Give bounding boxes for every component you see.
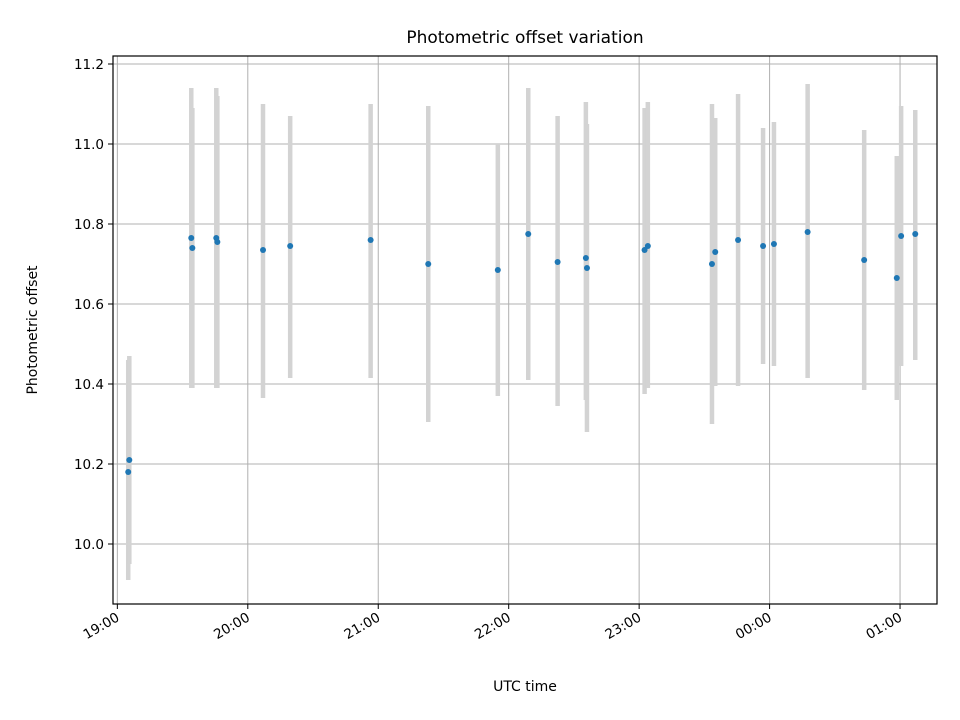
data-point bbox=[708, 261, 715, 267]
data-point bbox=[735, 237, 742, 243]
data-point bbox=[126, 457, 133, 463]
y-axis-title: Photometric offset bbox=[25, 265, 41, 395]
y-tick-label: 10.6 bbox=[74, 297, 104, 313]
data-point bbox=[712, 249, 719, 255]
marker-layer bbox=[125, 229, 919, 475]
y-tick-label: 10.2 bbox=[74, 457, 104, 473]
data-point bbox=[494, 267, 501, 273]
y-tick-label: 11.2 bbox=[74, 57, 104, 73]
data-point bbox=[367, 237, 374, 243]
data-point bbox=[898, 233, 905, 239]
chart-title: Photometric offset variation bbox=[406, 28, 643, 48]
x-axis-title: UTC time bbox=[493, 679, 557, 695]
y-tick-label: 10.4 bbox=[74, 377, 104, 393]
data-point bbox=[287, 243, 294, 249]
data-point bbox=[260, 247, 267, 253]
plot-frame bbox=[112, 55, 938, 605]
data-point bbox=[804, 229, 811, 235]
data-point bbox=[770, 241, 777, 247]
data-point bbox=[125, 469, 132, 475]
data-point bbox=[861, 257, 868, 263]
data-point bbox=[760, 243, 767, 249]
data-point bbox=[425, 261, 432, 267]
data-point bbox=[644, 243, 651, 249]
data-point bbox=[583, 265, 590, 271]
data-point bbox=[554, 259, 561, 265]
data-point bbox=[893, 275, 900, 281]
data-point bbox=[214, 239, 221, 245]
data-point bbox=[912, 231, 919, 237]
y-tick-label: 11.0 bbox=[74, 137, 104, 153]
y-axis: 10.0 10.2 10.4 10.6 10.8 11.0 11.2 bbox=[74, 57, 113, 553]
y-tick-label: 10.8 bbox=[74, 217, 104, 233]
data-point bbox=[641, 247, 648, 253]
data-point bbox=[189, 245, 196, 251]
data-point bbox=[582, 255, 589, 261]
data-point bbox=[188, 235, 195, 241]
data-point bbox=[525, 231, 532, 237]
y-tick-label: 10.0 bbox=[74, 537, 104, 553]
